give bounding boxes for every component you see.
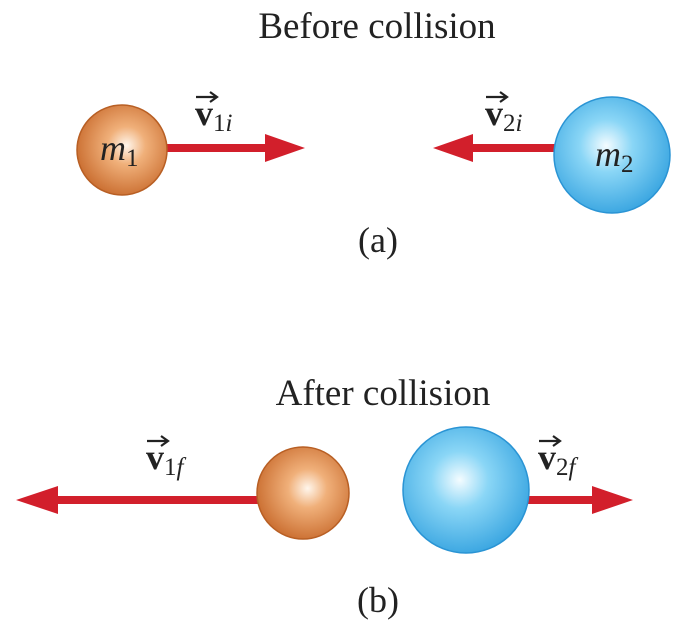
- arrowhead: [592, 486, 633, 514]
- title-before: Before collision: [258, 6, 495, 47]
- title-after: After collision: [276, 373, 491, 414]
- ball-m1: [257, 447, 349, 539]
- diagram: Before collision m1 v1i m2 v2i (a) After…: [0, 0, 677, 629]
- arrowhead: [433, 134, 473, 162]
- caption-a: (a): [358, 220, 398, 260]
- arrowhead: [16, 486, 58, 514]
- caption-b: (b): [357, 580, 399, 620]
- arrowhead: [265, 134, 305, 162]
- ball-m2: [403, 427, 529, 553]
